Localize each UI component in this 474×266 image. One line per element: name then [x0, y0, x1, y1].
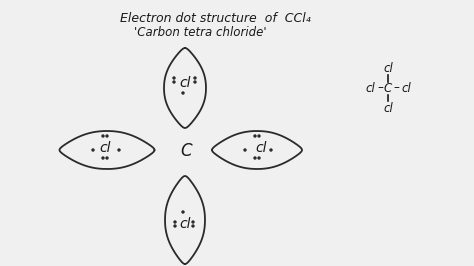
Circle shape [92, 149, 94, 151]
Text: cl: cl [99, 141, 111, 155]
Circle shape [174, 221, 176, 223]
Text: Electron dot structure  of  CCl₄: Electron dot structure of CCl₄ [119, 12, 310, 25]
Circle shape [194, 77, 196, 79]
Text: cl: cl [401, 81, 411, 94]
Circle shape [192, 221, 194, 223]
Circle shape [118, 149, 120, 151]
Circle shape [258, 135, 260, 137]
Circle shape [173, 81, 175, 83]
Circle shape [192, 225, 194, 227]
Text: C: C [180, 142, 192, 160]
Text: cl: cl [383, 61, 393, 74]
Circle shape [182, 92, 184, 94]
Circle shape [258, 157, 260, 159]
Text: C: C [384, 81, 392, 94]
Circle shape [102, 135, 104, 137]
Circle shape [254, 157, 256, 159]
Text: –: – [377, 81, 383, 94]
Text: cl: cl [365, 81, 375, 94]
Text: cl: cl [255, 141, 267, 155]
Circle shape [102, 157, 104, 159]
Text: cl: cl [179, 217, 191, 231]
Circle shape [194, 81, 196, 83]
Circle shape [106, 135, 108, 137]
Text: cl: cl [179, 76, 191, 90]
Text: –: – [393, 81, 399, 94]
Text: cl: cl [383, 102, 393, 114]
Text: 'Carbon tetra chloride': 'Carbon tetra chloride' [134, 26, 266, 39]
Circle shape [173, 77, 175, 79]
Circle shape [106, 157, 108, 159]
Circle shape [270, 149, 272, 151]
Circle shape [174, 225, 176, 227]
Circle shape [244, 149, 246, 151]
Circle shape [254, 135, 256, 137]
Circle shape [182, 211, 184, 213]
